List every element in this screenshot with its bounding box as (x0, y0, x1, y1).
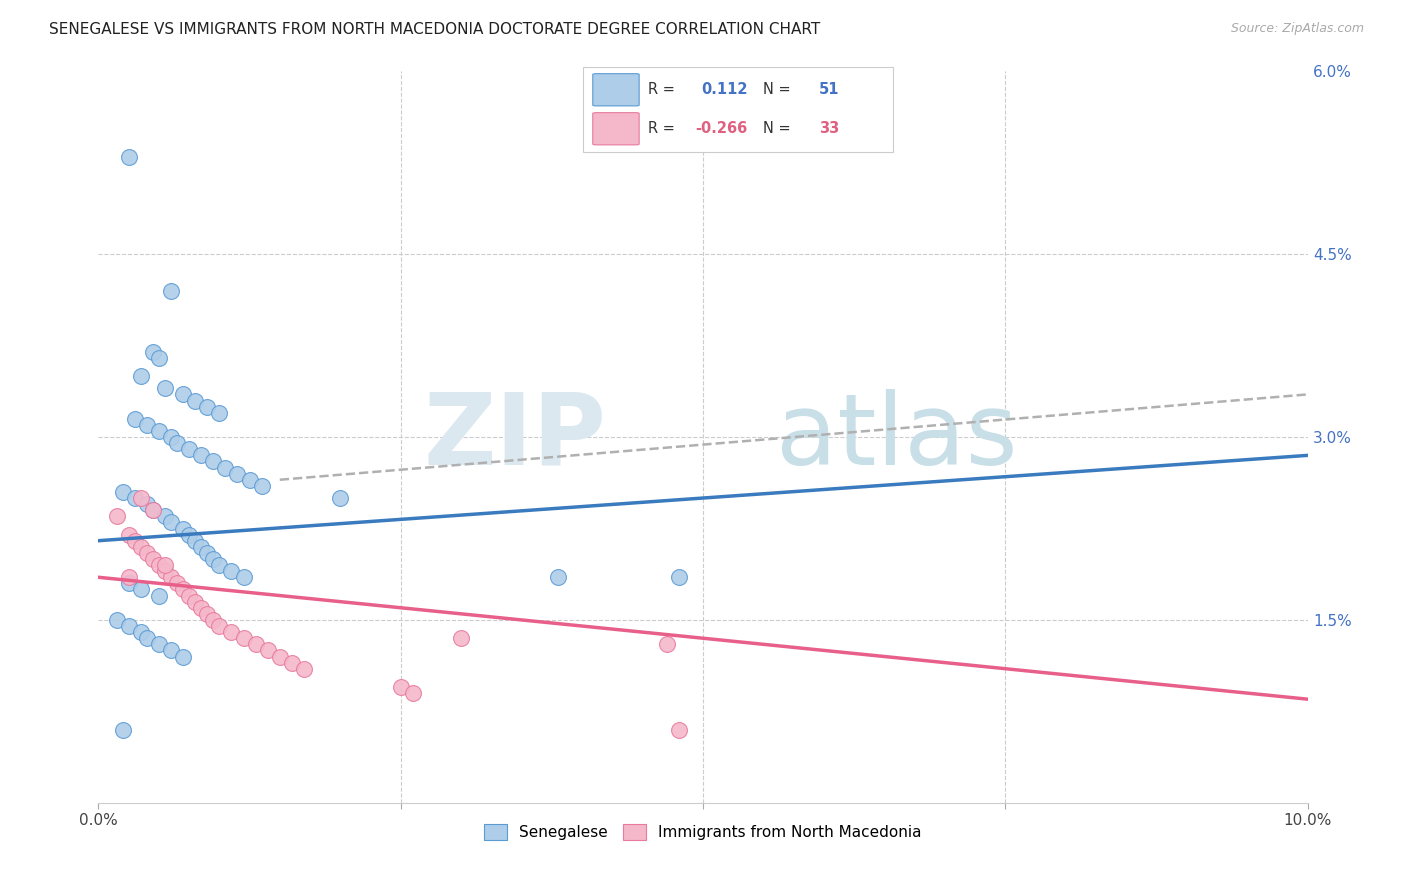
Point (179, 527, 201, 541)
Point (179, 442, 201, 457)
Point (148, 558, 170, 573)
Point (208, 558, 231, 573)
Point (129, 491, 152, 505)
Point (142, 503, 165, 517)
Point (239, 473, 262, 487)
Point (118, 150, 141, 164)
Point (111, 485, 134, 500)
Point (148, 424, 170, 438)
Point (269, 649, 291, 664)
Text: SENEGALESE VS IMMIGRANTS FROM NORTH MACEDONIA DOCTORATE DEGREE CORRELATION CHART: SENEGALESE VS IMMIGRANTS FROM NORTH MACE… (49, 22, 821, 37)
Point (190, 540, 212, 554)
Point (160, 516, 183, 530)
Text: 51: 51 (818, 82, 839, 97)
Point (129, 625, 152, 640)
Point (172, 649, 194, 664)
Point (142, 344, 165, 359)
Point (118, 570, 141, 584)
Point (111, 723, 134, 737)
Point (129, 369, 152, 384)
Point (118, 527, 141, 541)
Point (190, 448, 212, 462)
Point (179, 589, 201, 603)
Point (208, 619, 231, 633)
Point (148, 637, 170, 651)
Text: 33: 33 (818, 121, 839, 136)
Point (195, 400, 218, 414)
Point (160, 643, 183, 657)
Point (135, 417, 157, 432)
Point (329, 491, 352, 505)
Point (547, 570, 569, 584)
Point (148, 351, 170, 365)
Point (118, 576, 141, 591)
Point (202, 613, 225, 627)
Point (153, 558, 176, 573)
Text: 0.112: 0.112 (702, 82, 748, 97)
Point (124, 533, 146, 548)
Point (172, 582, 194, 597)
Point (226, 467, 249, 481)
Point (172, 521, 194, 535)
Point (668, 723, 690, 737)
Point (124, 491, 146, 505)
Point (105, 613, 128, 627)
Point (184, 595, 207, 609)
Text: atlas: atlas (776, 389, 1017, 485)
Point (148, 589, 170, 603)
Point (195, 546, 218, 560)
Point (142, 503, 165, 517)
Point (389, 680, 412, 694)
Point (214, 460, 236, 475)
Point (195, 607, 218, 621)
Point (245, 637, 267, 651)
Point (292, 662, 315, 676)
Text: R =: R = (648, 82, 675, 97)
Point (153, 564, 176, 578)
Text: ZIP: ZIP (423, 389, 606, 485)
Point (202, 552, 225, 566)
Point (232, 570, 254, 584)
Point (160, 284, 183, 298)
Point (221, 564, 243, 578)
FancyBboxPatch shape (593, 74, 640, 106)
Point (232, 632, 254, 646)
Point (202, 454, 225, 468)
Point (153, 381, 176, 395)
Point (153, 509, 176, 524)
Point (655, 637, 678, 651)
Point (142, 552, 165, 566)
Point (221, 625, 243, 640)
Text: R =: R = (648, 121, 675, 136)
Point (160, 570, 183, 584)
Text: N =: N = (763, 82, 790, 97)
Point (166, 576, 188, 591)
Point (281, 656, 304, 670)
Text: N =: N = (763, 121, 790, 136)
Point (402, 686, 425, 700)
Point (135, 497, 157, 511)
Point (135, 632, 157, 646)
Text: -0.266: -0.266 (695, 121, 747, 136)
Point (668, 570, 690, 584)
Point (129, 540, 152, 554)
Point (250, 479, 273, 493)
Point (129, 582, 152, 597)
Point (124, 412, 146, 426)
Point (105, 509, 128, 524)
Legend: Senegalese, Immigrants from North Macedonia: Senegalese, Immigrants from North Macedo… (478, 818, 928, 847)
Point (135, 546, 157, 560)
Point (172, 387, 194, 401)
Point (190, 600, 212, 615)
Point (256, 643, 278, 657)
Point (208, 406, 231, 420)
Point (450, 632, 472, 646)
Text: Source: ZipAtlas.com: Source: ZipAtlas.com (1230, 22, 1364, 36)
Point (184, 533, 207, 548)
Point (160, 430, 183, 444)
Point (184, 393, 207, 408)
Point (166, 436, 188, 450)
FancyBboxPatch shape (593, 112, 640, 145)
Point (118, 619, 141, 633)
